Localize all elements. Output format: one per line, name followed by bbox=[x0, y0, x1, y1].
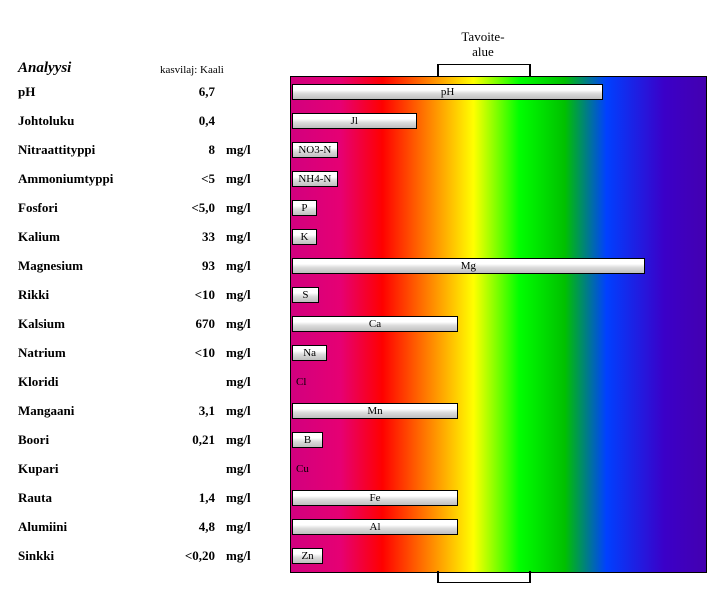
param-unit: mg/l bbox=[226, 374, 251, 390]
param-label: Ammoniumtyppi bbox=[18, 171, 113, 187]
value-bar bbox=[292, 403, 458, 419]
param-value: 33 bbox=[165, 229, 215, 245]
target-tick bbox=[437, 64, 439, 76]
param-unit: mg/l bbox=[226, 171, 251, 187]
value-bar bbox=[292, 258, 645, 274]
param-unit: mg/l bbox=[226, 403, 251, 419]
param-unit: mg/l bbox=[226, 258, 251, 274]
param-label: Nitraattityppi bbox=[18, 142, 95, 158]
value-bar bbox=[292, 548, 323, 564]
target-tick bbox=[437, 582, 530, 583]
value-bar bbox=[292, 519, 458, 535]
soil-analysis-chart: Analyysi kasvilaj: Kaali Tavoite- alue p… bbox=[0, 0, 720, 602]
param-label: Sinkki bbox=[18, 548, 54, 564]
param-value: <10 bbox=[165, 287, 215, 303]
param-unit: mg/l bbox=[226, 142, 251, 158]
param-label: Rauta bbox=[18, 490, 52, 506]
value-bar bbox=[292, 229, 317, 245]
value-bar bbox=[292, 84, 603, 100]
value-bar bbox=[292, 287, 319, 303]
param-label: Kalsium bbox=[18, 316, 65, 332]
param-value: 93 bbox=[165, 258, 215, 274]
param-value: 4,8 bbox=[165, 519, 215, 535]
param-unit: mg/l bbox=[226, 316, 251, 332]
param-value: 6,7 bbox=[165, 84, 215, 100]
value-bar bbox=[292, 113, 417, 129]
kasvilaj-label: kasvilaj: Kaali bbox=[160, 64, 224, 76]
param-unit: mg/l bbox=[226, 519, 251, 535]
param-label: Fosfori bbox=[18, 200, 58, 216]
param-value: 8 bbox=[165, 142, 215, 158]
param-value: 670 bbox=[165, 316, 215, 332]
param-value: <5 bbox=[165, 171, 215, 187]
param-unit: mg/l bbox=[226, 548, 251, 564]
param-unit: mg/l bbox=[226, 287, 251, 303]
value-bar bbox=[292, 316, 458, 332]
param-unit: mg/l bbox=[226, 200, 251, 216]
kasvilaj-value: Kaali bbox=[200, 64, 224, 76]
param-label: Rikki bbox=[18, 287, 49, 303]
param-label: Kloridi bbox=[18, 374, 58, 390]
param-label: Boori bbox=[18, 432, 49, 448]
param-value: 0,4 bbox=[165, 113, 215, 129]
param-unit: mg/l bbox=[226, 229, 251, 245]
param-unit: mg/l bbox=[226, 432, 251, 448]
param-value: <0,20 bbox=[165, 548, 215, 564]
param-label: pH bbox=[18, 84, 35, 100]
value-bar bbox=[292, 171, 338, 187]
value-bar bbox=[292, 345, 327, 361]
param-value: 1,4 bbox=[165, 490, 215, 506]
param-label: Kupari bbox=[18, 461, 58, 477]
param-value: 0,21 bbox=[165, 432, 215, 448]
param-unit: mg/l bbox=[226, 461, 251, 477]
param-label: Natrium bbox=[18, 345, 66, 361]
param-unit: mg/l bbox=[226, 490, 251, 506]
value-bar bbox=[292, 142, 338, 158]
target-range-header: Tavoite- alue bbox=[443, 30, 523, 60]
value-bar bbox=[292, 490, 458, 506]
analyysi-header: Analyysi bbox=[18, 60, 71, 77]
target-line2: alue bbox=[443, 45, 523, 60]
param-label: Alumiini bbox=[18, 519, 67, 535]
param-label: Johtoluku bbox=[18, 113, 74, 129]
param-unit: mg/l bbox=[226, 345, 251, 361]
value-bar bbox=[292, 432, 323, 448]
value-bar bbox=[292, 200, 317, 216]
param-value: <10 bbox=[165, 345, 215, 361]
target-tick bbox=[529, 64, 531, 76]
target-tick bbox=[437, 64, 530, 65]
target-line1: Tavoite- bbox=[443, 30, 523, 45]
kasvilaj-prefix: kasvilaj: bbox=[160, 64, 200, 76]
param-label: Magnesium bbox=[18, 258, 83, 274]
param-value: 3,1 bbox=[165, 403, 215, 419]
param-value: <5,0 bbox=[165, 200, 215, 216]
param-label: Kalium bbox=[18, 229, 60, 245]
param-label: Mangaani bbox=[18, 403, 74, 419]
